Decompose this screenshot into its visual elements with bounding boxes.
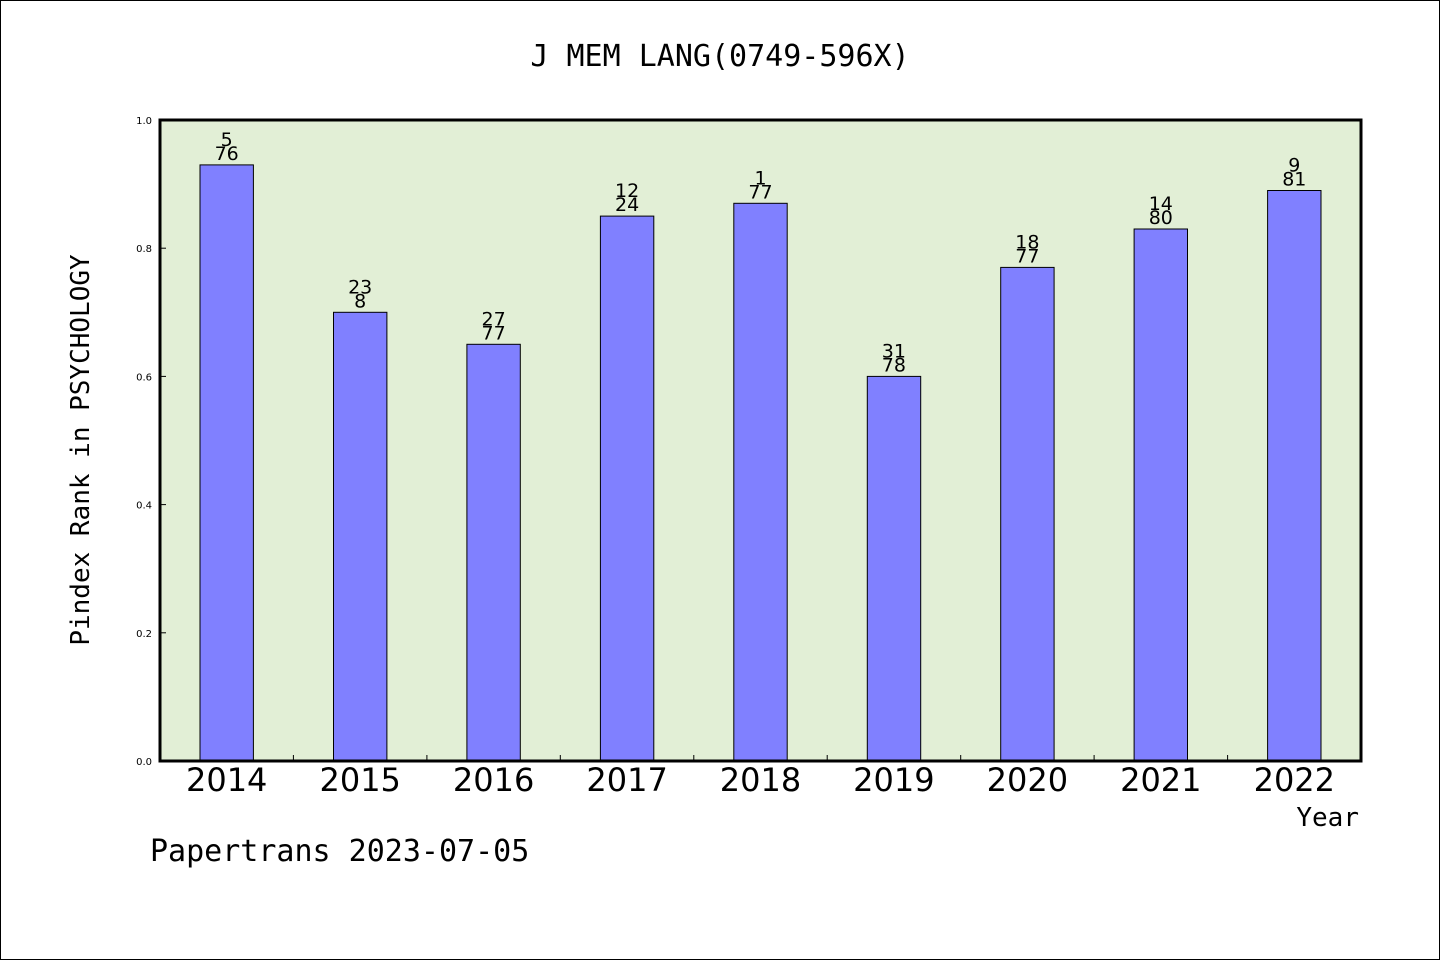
y-tick-label: 0.6 bbox=[136, 372, 152, 383]
x-tick-label: 2016 bbox=[453, 761, 534, 799]
bar-2019 bbox=[866, 375, 922, 762]
bar-2017 bbox=[599, 215, 655, 762]
x-tick-label: 2018 bbox=[720, 761, 801, 799]
x-tick-label: 2022 bbox=[1254, 761, 1335, 799]
rank-label: 5 bbox=[221, 129, 233, 151]
y-tick-label: 0.8 bbox=[136, 244, 152, 255]
bar-2020 bbox=[1000, 266, 1055, 762]
total-label: 76 bbox=[215, 143, 239, 165]
rank-label: 18 bbox=[1015, 231, 1039, 253]
rank-label: 1 bbox=[754, 167, 766, 189]
total-label: 8 bbox=[354, 290, 366, 312]
x-tick-label: 2014 bbox=[186, 761, 267, 799]
x-tick-label: 2019 bbox=[853, 761, 934, 799]
chart-title: J MEM LANG(0749-596X) bbox=[530, 39, 909, 74]
y-axis-label: Pindex Rank in PSYCHOLOGY bbox=[66, 254, 96, 646]
total-label: 77 bbox=[482, 322, 506, 344]
bar-2018 bbox=[733, 202, 788, 762]
x-tick-label: 2020 bbox=[987, 761, 1068, 799]
bars-layer bbox=[199, 164, 1322, 762]
total-label: 80 bbox=[1149, 207, 1173, 229]
x-tick-label: 2015 bbox=[319, 761, 400, 799]
rank-label: 23 bbox=[348, 276, 372, 298]
x-tick-label: 2021 bbox=[1120, 761, 1201, 799]
rank-label: 12 bbox=[615, 180, 639, 202]
bar-2016 bbox=[466, 343, 521, 762]
footer-note: Papertrans 2023-07-05 bbox=[150, 834, 530, 869]
rank-label: 9 bbox=[1288, 155, 1300, 177]
y-tick-label: 0.0 bbox=[136, 757, 152, 768]
y-tick-label: 0.4 bbox=[136, 501, 152, 512]
bar-2021 bbox=[1133, 228, 1188, 762]
bar-2015 bbox=[333, 311, 388, 762]
total-label: 78 bbox=[882, 354, 906, 376]
rank-label: 27 bbox=[482, 308, 506, 330]
rank-label: 31 bbox=[882, 340, 906, 362]
y-tick-label: 1.0 bbox=[136, 116, 152, 127]
total-label: 24 bbox=[615, 194, 639, 216]
total-label: 81 bbox=[1282, 169, 1306, 191]
total-label: 77 bbox=[748, 181, 772, 203]
x-axis: 2014 2015 2016 2017 2018 2019 2020 2021 2022 bbox=[186, 755, 1335, 799]
x-axis-label: Year bbox=[1296, 803, 1359, 833]
x-tick-label: 2017 bbox=[586, 761, 667, 799]
total-label: 77 bbox=[1015, 245, 1039, 267]
plot-border bbox=[158, 118, 1363, 763]
bar-2022 bbox=[1267, 190, 1322, 762]
bar-2014 bbox=[199, 164, 254, 762]
rank-label: 14 bbox=[1149, 193, 1173, 215]
y-tick-label: 0.2 bbox=[136, 629, 152, 640]
y-axis: 0.0 0.2 0.4 0.6 0.8 1.0 bbox=[136, 116, 166, 768]
